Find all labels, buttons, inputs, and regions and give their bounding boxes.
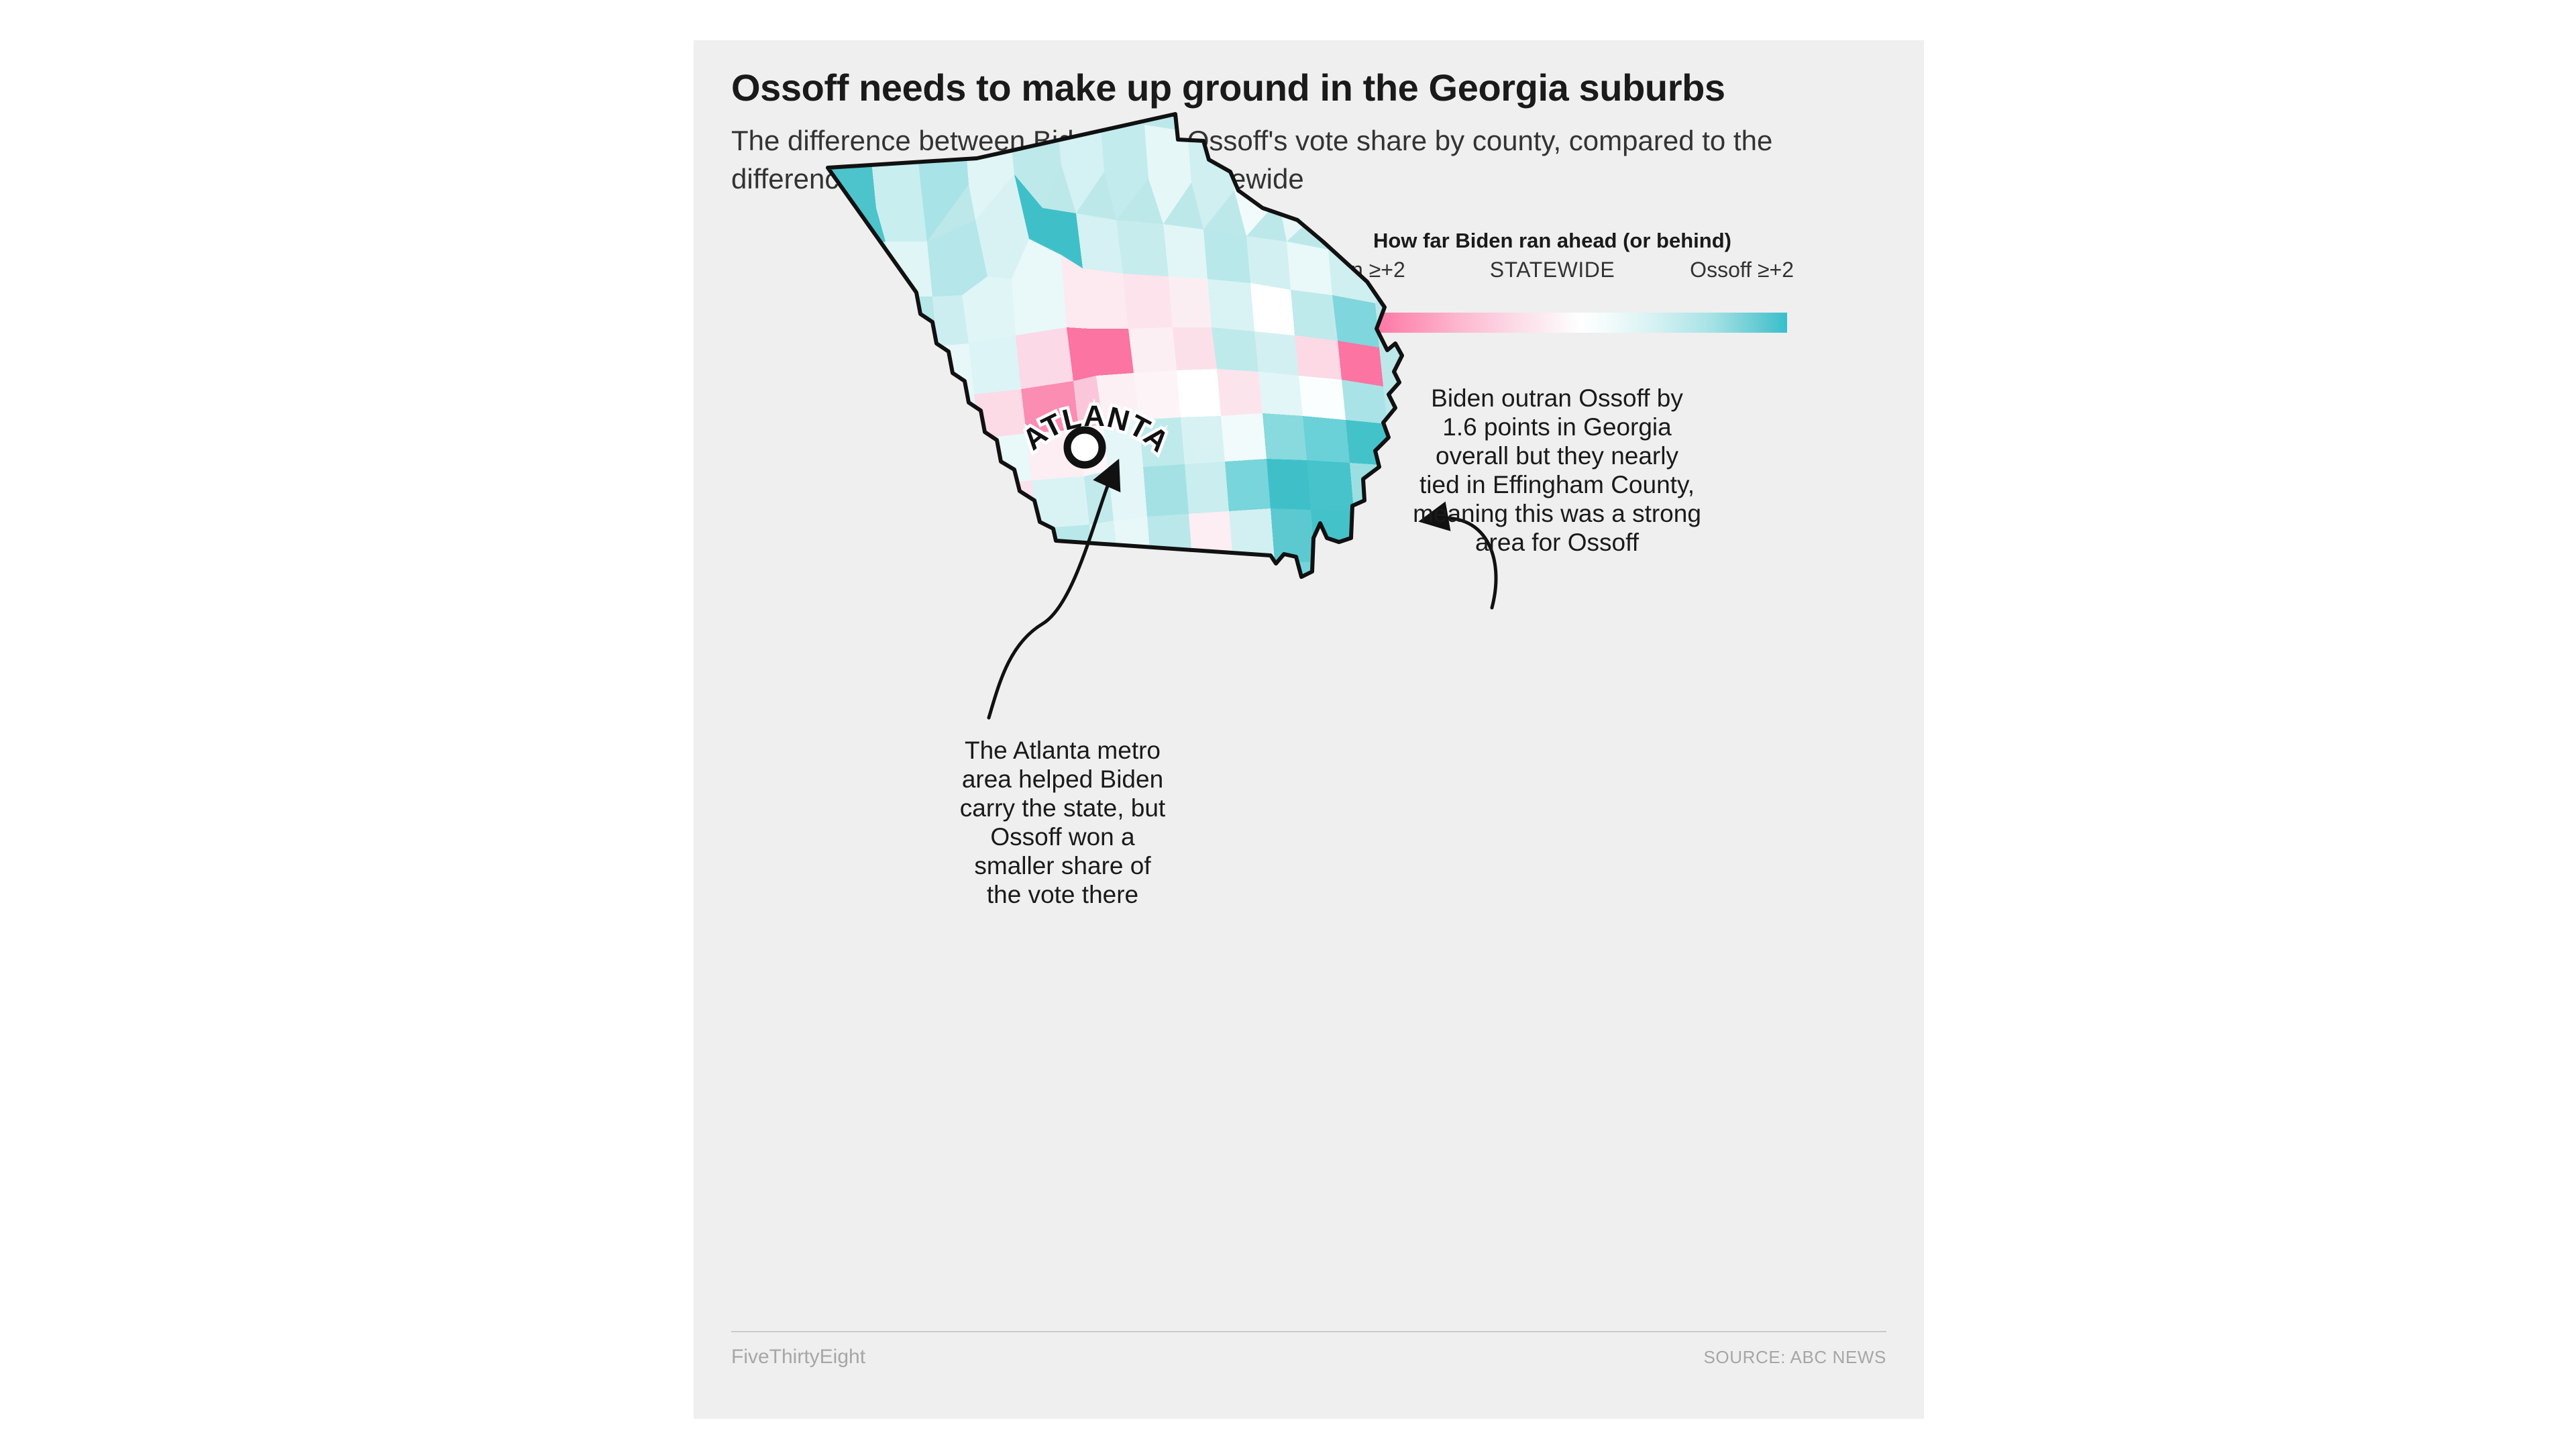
legend: How far Biden ran ahead (or behind) Bide… (1308, 229, 1794, 333)
annotation-atlanta: The Atlanta metro area helped Biden carr… (959, 737, 1166, 908)
atlanta-city-dot (1063, 426, 1106, 469)
annotation-effingham: Biden outran Ossoff by 1.6 points in Geo… (1413, 384, 1701, 556)
page-subtitle: The difference between Biden's and Ossof… (731, 125, 1773, 195)
legend-label-statewide: STATEWIDE (1489, 258, 1615, 282)
county-polygons (828, 114, 1402, 577)
atlanta-city-label: ATLANTA (1016, 400, 1175, 459)
atlanta-leader-line (987, 458, 1121, 720)
footer-source: SOURCE: ABC NEWS (1703, 1347, 1886, 1367)
legend-title: How far Biden ran ahead (or behind) (1373, 229, 1731, 252)
legend-color-gradient (1318, 313, 1787, 333)
page-title: Ossoff needs to make up ground in the Ge… (731, 66, 1725, 109)
legend-labels: Biden ≥+2 STATEWIDE Ossoff ≥+2 (1308, 258, 1794, 287)
footer-brand: FiveThirtyEight (731, 1346, 866, 1368)
legend-label-biden: Biden ≥+2 (1308, 258, 1405, 282)
footer-divider (731, 1331, 1886, 1332)
infographic-card: Ossoff needs to make up ground in the Ge… (694, 40, 1924, 1419)
legend-label-ossoff: Ossoff ≥+2 (1690, 258, 1794, 282)
